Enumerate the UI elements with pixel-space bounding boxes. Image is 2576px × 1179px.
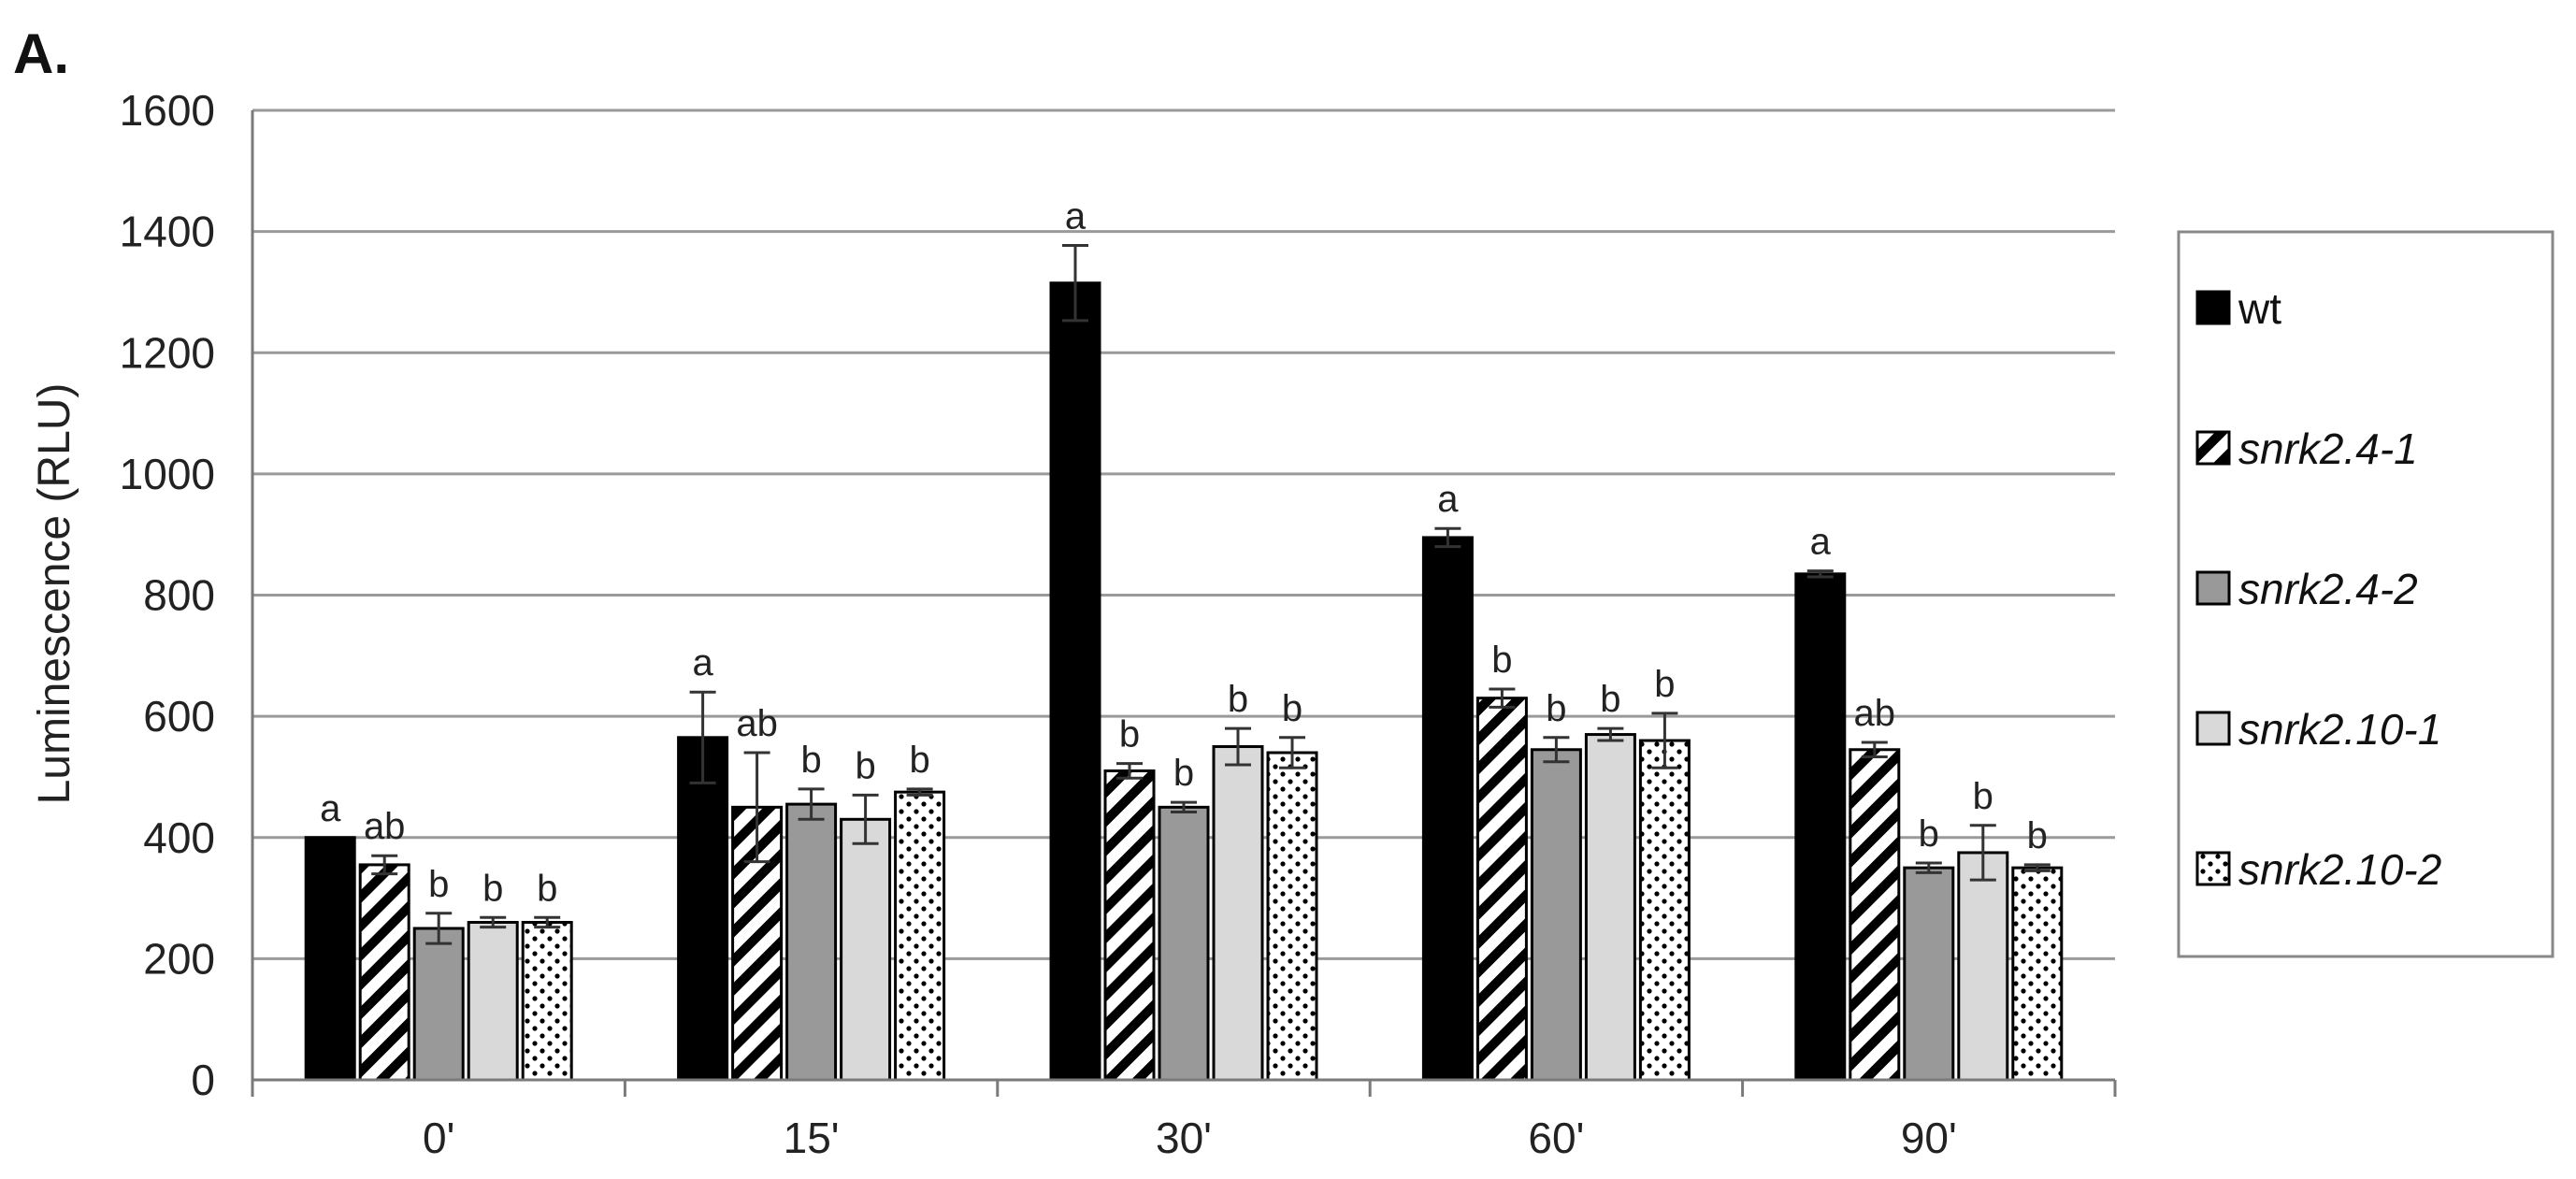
y-tick-label: 400	[143, 813, 215, 862]
bar-snrk2-4-2-1	[785, 802, 838, 1082]
bar-wt-4	[1794, 572, 1847, 1082]
significance-label: a	[1065, 196, 1087, 237]
bar-snrk2-10-2-2	[1266, 751, 1318, 1082]
panel-label: A.	[13, 22, 69, 85]
legend-swatch	[2195, 851, 2231, 886]
y-tick-label: 0	[191, 1056, 215, 1104]
bar-snrk2-4-2-2	[1158, 805, 1210, 1082]
significance-label: b	[1546, 688, 1566, 729]
bar-snrk2-4-2-0	[412, 927, 465, 1082]
significance-label: b	[1491, 640, 1512, 681]
x-tick-label: 15'	[784, 1114, 840, 1162]
grid-layer	[252, 108, 2115, 960]
significance-label: a	[1437, 479, 1459, 520]
bar-wt-2	[1049, 281, 1101, 1082]
bar-wt-0	[304, 836, 356, 1082]
legend-swatch	[2195, 290, 2231, 325]
legend-swatch	[2195, 711, 2231, 746]
significance-label: b	[537, 868, 557, 909]
significance-label: b	[1654, 664, 1675, 705]
bar-snrk2-10-2-1	[894, 790, 946, 1082]
y-tick-label: 1600	[120, 86, 215, 135]
x-tick-label: 30'	[1156, 1114, 1212, 1162]
y-tick-label: 1000	[120, 450, 215, 498]
y-tick-label: 200	[143, 934, 215, 983]
significance-label: b	[1919, 813, 1939, 855]
significance-label: b	[1173, 753, 1194, 794]
legend-label: snrk2.4-1	[2238, 424, 2418, 473]
y-tick-label: 1400	[120, 208, 215, 256]
legend-label: snrk2.4-2	[2238, 565, 2418, 613]
bar-snrk2-10-2-3	[1638, 739, 1691, 1082]
bar-snrk2-10-1-2	[1212, 745, 1264, 1082]
legend-swatch	[2195, 570, 2231, 606]
significance-label: b	[1119, 714, 1140, 755]
axes-layer: 0 200 400 600 800 1000 1200 1400 1600 0' 15' 30' 60'…	[120, 86, 2117, 1162]
significance-label: b	[909, 740, 929, 781]
significance-label: b	[1600, 679, 1620, 720]
legend-label: snrk2.10-2	[2238, 845, 2441, 894]
bar-snrk2-4-2-4	[1903, 866, 1955, 1082]
legend-label: wt	[2238, 284, 2281, 333]
significance-label: b	[2027, 815, 2048, 856]
bar-snrk2-10-1-3	[1584, 733, 1636, 1082]
bar-snrk2-4-1-0	[358, 863, 410, 1082]
x-tick-label: 90'	[1901, 1114, 1957, 1162]
legend-swatch	[2195, 430, 2231, 466]
y-tick-label: 600	[143, 692, 215, 740]
bar-snrk2-4-1-3	[1475, 697, 1528, 1082]
x-tick-label: 60'	[1528, 1114, 1584, 1162]
y-tick-label: 1200	[120, 328, 215, 377]
y-axis-title: Luminescence (RLU)	[30, 383, 79, 805]
significance-label: b	[482, 868, 503, 909]
legend-box	[2177, 230, 2554, 958]
y-tick-label: 800	[143, 571, 215, 620]
bar-snrk2-10-1-0	[467, 920, 519, 1082]
significance-label: ab	[736, 703, 778, 744]
bar-snrk2-10-2-4	[2011, 866, 2064, 1082]
significance-label: a	[692, 642, 713, 683]
significance-label: b	[1282, 688, 1302, 729]
significance-label: b	[1973, 776, 1993, 817]
significance-label: b	[855, 745, 875, 786]
bar-snrk2-4-2-3	[1530, 748, 1582, 1082]
significance-label: b	[800, 740, 821, 781]
significance-label: ab	[364, 806, 406, 847]
bar-wt-1	[677, 736, 729, 1082]
legend-label: snrk2.10-1	[2238, 705, 2441, 754]
bar-snrk2-4-1-2	[1103, 769, 1156, 1082]
x-tick-label: 0'	[423, 1114, 454, 1162]
bar-snrk2-10-1-1	[840, 817, 892, 1082]
significance-label: b	[1228, 679, 1248, 720]
significance-label: a	[320, 788, 341, 829]
bar-snrk2-4-1-4	[1849, 748, 1901, 1082]
legend: wt snrk2.4-1 snrk2.4-2 snrk2.10-1 snrk2.10-2	[2177, 230, 2554, 958]
bar-snrk2-10-2-0	[521, 920, 573, 1082]
bar-wt-3	[1421, 536, 1474, 1082]
significance-label: ab	[1854, 693, 1896, 734]
significance-label: a	[1810, 522, 1832, 563]
bar-snrk2-10-1-4	[1957, 851, 2009, 1082]
significance-label: b	[428, 864, 449, 905]
